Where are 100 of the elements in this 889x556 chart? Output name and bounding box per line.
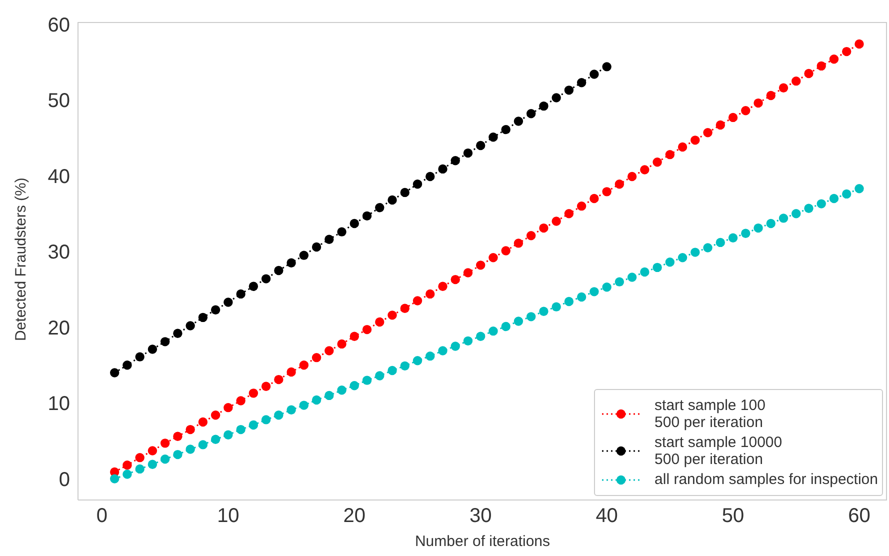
point (501, 246, 510, 256)
point (690, 136, 700, 145)
point (412, 356, 422, 366)
point (526, 231, 536, 240)
point (337, 386, 346, 395)
point (438, 164, 448, 174)
point (514, 316, 524, 326)
point (375, 371, 384, 380)
point (198, 312, 208, 322)
point (463, 336, 473, 346)
point (627, 172, 637, 182)
point (842, 46, 852, 56)
point (792, 209, 801, 218)
point (274, 266, 284, 276)
x-tick-label: 60 (848, 505, 870, 528)
point (614, 277, 624, 286)
point (564, 86, 574, 95)
point (539, 101, 548, 111)
point (778, 214, 788, 223)
point (375, 202, 384, 212)
point (210, 434, 220, 444)
point (248, 420, 258, 430)
point (122, 470, 132, 479)
point (488, 132, 498, 142)
point (350, 218, 359, 228)
point (741, 228, 750, 238)
point (665, 258, 675, 267)
point (236, 424, 246, 434)
point (829, 54, 839, 64)
point (476, 332, 486, 341)
point (388, 366, 397, 376)
point (728, 112, 738, 122)
point (564, 296, 574, 306)
point (539, 223, 548, 233)
point (375, 317, 384, 327)
point (678, 252, 688, 262)
point (552, 302, 561, 312)
point (135, 464, 144, 474)
point (804, 204, 814, 213)
point (778, 83, 788, 93)
point (602, 62, 612, 72)
point (514, 116, 524, 126)
point (299, 360, 309, 370)
point (160, 438, 170, 448)
point (248, 388, 258, 398)
point (602, 282, 612, 292)
point (299, 400, 309, 410)
point (640, 165, 650, 174)
point (552, 216, 561, 226)
point (198, 417, 208, 427)
point (388, 310, 397, 320)
point (274, 410, 284, 420)
point (816, 199, 826, 208)
point (312, 352, 322, 362)
point (248, 282, 258, 291)
point (261, 382, 271, 391)
point (173, 432, 182, 441)
point (400, 304, 410, 313)
point (854, 39, 864, 49)
point (463, 148, 473, 158)
point (526, 312, 536, 322)
point (337, 339, 346, 349)
point (816, 61, 826, 71)
point (388, 195, 397, 205)
point (665, 150, 675, 160)
point (652, 262, 662, 272)
point (438, 346, 448, 356)
point (703, 243, 712, 252)
point (362, 211, 372, 221)
x-axis-title: Number of iterations (414, 533, 550, 550)
y-tick-label: 20 (48, 317, 70, 340)
x-tick-label: 0 (96, 505, 108, 528)
point (792, 76, 801, 86)
point (236, 289, 246, 299)
point (602, 187, 612, 196)
point (552, 93, 561, 102)
point (261, 415, 271, 424)
point (678, 142, 688, 152)
point (476, 260, 486, 270)
point (450, 156, 460, 166)
point (703, 128, 712, 138)
point (198, 440, 208, 450)
point (122, 460, 132, 470)
point (337, 227, 346, 236)
point (652, 158, 662, 167)
y-tick-label: 40 (48, 166, 70, 188)
point (350, 381, 359, 390)
point (210, 410, 220, 420)
y-tick-label: 0 (58, 468, 70, 491)
point (476, 140, 486, 150)
point (286, 405, 296, 414)
point (148, 460, 158, 469)
point (564, 209, 574, 218)
x-tick-label: 20 (343, 505, 366, 528)
point (463, 268, 473, 278)
point (160, 454, 170, 464)
point (173, 450, 182, 460)
y-tick-label: 50 (48, 90, 70, 112)
x-tick-label: 30 (469, 505, 492, 528)
y-tick-label: 30 (48, 242, 70, 264)
